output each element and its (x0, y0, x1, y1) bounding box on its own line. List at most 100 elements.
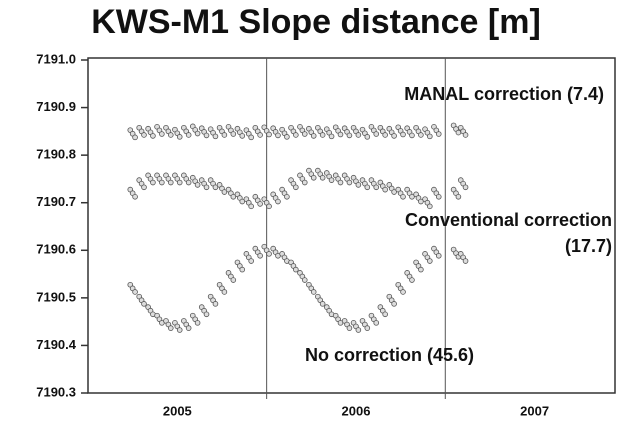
point (427, 203, 433, 210)
point (455, 129, 462, 136)
point (382, 186, 388, 193)
point (266, 251, 272, 257)
point (319, 174, 326, 181)
y-tick-label: 7190.9 (36, 99, 76, 114)
point (418, 198, 424, 205)
point (462, 132, 469, 138)
point (150, 133, 156, 139)
y-tick-label: 7190.4 (36, 337, 77, 352)
plot-frame (87, 57, 616, 394)
point (400, 289, 406, 295)
point (337, 179, 344, 186)
point (364, 134, 371, 140)
point (409, 132, 415, 139)
point (418, 132, 424, 138)
point (150, 179, 156, 186)
point (435, 131, 442, 137)
point (346, 325, 353, 331)
point (373, 131, 380, 137)
point (328, 177, 335, 183)
point (328, 133, 335, 140)
point (203, 132, 210, 139)
point (167, 179, 174, 186)
point (194, 182, 201, 188)
point (364, 325, 371, 331)
point (221, 289, 228, 295)
point (462, 184, 469, 191)
point (284, 194, 290, 200)
point (248, 203, 254, 210)
y-tick-label: 7190.5 (36, 289, 76, 304)
point (382, 132, 388, 138)
point (355, 327, 362, 333)
point (239, 133, 246, 139)
point (435, 252, 442, 259)
point (239, 198, 246, 205)
point (230, 194, 237, 200)
point (141, 184, 147, 191)
point (203, 311, 210, 318)
point (310, 133, 317, 139)
point (355, 132, 362, 138)
point (230, 277, 237, 283)
x-tick-label: 2006 (342, 403, 371, 418)
chart-title: KWS-M1 Slope distance [m] (91, 3, 541, 41)
y-tick-label: 7190.6 (36, 242, 76, 257)
point (319, 301, 326, 307)
point (455, 194, 462, 200)
annotation: MANAL correction (7.4) (404, 84, 604, 104)
point (132, 289, 138, 295)
point (176, 327, 183, 333)
point (176, 134, 183, 140)
point (400, 194, 406, 200)
point (391, 301, 397, 307)
point (221, 132, 228, 138)
point (373, 320, 380, 326)
point (248, 258, 254, 264)
point (239, 266, 246, 273)
y-tick-label: 7190.8 (36, 147, 76, 162)
point (212, 133, 219, 140)
point (176, 179, 183, 186)
point (194, 130, 201, 137)
point (301, 179, 308, 186)
point (346, 179, 353, 186)
point (257, 252, 263, 259)
x-tick-label: 2005 (163, 403, 192, 418)
point (310, 174, 317, 181)
point (355, 182, 362, 188)
point (409, 277, 415, 283)
point (141, 132, 147, 138)
x-tick-label: 2007 (520, 403, 549, 418)
point (418, 266, 424, 273)
point (159, 131, 165, 137)
point (167, 132, 174, 138)
point (212, 184, 219, 191)
point (337, 131, 344, 138)
point (301, 131, 308, 137)
annotation: Conventional correction (405, 210, 612, 230)
point (275, 198, 281, 205)
point (141, 301, 147, 307)
point (132, 134, 138, 141)
annotation: (17.7) (565, 236, 612, 256)
point (275, 132, 281, 139)
y-tick-label: 7191.0 (36, 51, 76, 66)
annotation: No correction (45.6) (305, 345, 474, 365)
point (301, 277, 308, 283)
point (435, 194, 442, 200)
point (400, 131, 406, 138)
point (194, 320, 201, 326)
point (346, 132, 353, 139)
point (257, 132, 263, 138)
point (427, 258, 433, 264)
point (212, 301, 219, 307)
point (185, 132, 192, 138)
point (167, 325, 174, 331)
point (319, 132, 326, 138)
point (293, 184, 299, 191)
point (185, 179, 192, 186)
point (427, 133, 433, 140)
point (310, 289, 317, 295)
